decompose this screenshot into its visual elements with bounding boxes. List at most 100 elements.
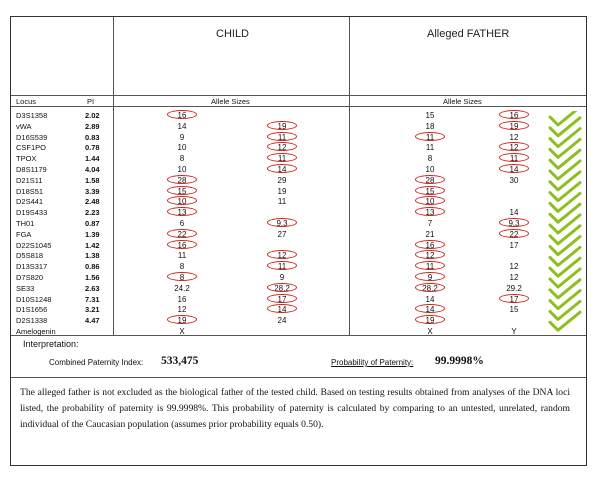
father-allele: 30 <box>509 175 519 185</box>
column-divider-right <box>349 17 350 335</box>
pop-value: 99.9998% <box>435 355 484 367</box>
check-icon <box>548 278 582 300</box>
paternity-index: 1.58 <box>85 175 100 185</box>
locus-name: SE33 <box>16 283 35 293</box>
paternity-index: 1.42 <box>85 240 100 250</box>
shared-allele-circle <box>167 207 197 217</box>
paternity-index: 4.04 <box>85 165 100 174</box>
father-allele: 12 <box>509 262 519 272</box>
paternity-index: 2.02 <box>85 111 100 120</box>
child-allele: 24.2 <box>174 283 190 293</box>
shared-allele-circle <box>499 153 529 163</box>
locus-name: D18S51 <box>16 186 44 196</box>
check-icon <box>548 310 582 332</box>
paternity-index: 2.48 <box>85 197 100 207</box>
locus-name: D5S818 <box>16 251 44 261</box>
check-icon <box>548 127 582 149</box>
check-icon <box>548 137 582 159</box>
paternity-index: 2.89 <box>85 121 100 131</box>
child-allele: 29 <box>277 175 287 185</box>
locus-name: D8S1179 <box>16 165 47 174</box>
locus-name: D1S1656 <box>16 305 48 315</box>
shared-allele-circle <box>267 164 297 173</box>
paternity-index: 0.87 <box>85 219 100 228</box>
pop-label: Probability of Paternity: <box>331 358 414 367</box>
interpretation-label: Interpretation: <box>23 339 79 349</box>
child-allele: 10 <box>177 143 187 153</box>
child-allele: 19 <box>277 186 287 196</box>
shared-allele-circle <box>267 250 297 260</box>
paternity-index: 1.56 <box>85 273 100 282</box>
locus-name: D7S820 <box>16 273 44 282</box>
paternity-index: 0.78 <box>85 143 100 153</box>
shared-allele-circle <box>167 315 197 325</box>
check-icon <box>548 267 582 289</box>
paternity-index: 2.23 <box>85 208 100 218</box>
locus-name: D3S1358 <box>16 111 48 120</box>
shared-allele-circle <box>267 153 297 163</box>
check-marks <box>548 111 582 332</box>
header-rule <box>11 95 586 96</box>
shared-allele-circle <box>267 131 297 141</box>
locus-name: CSF1PO <box>16 143 47 153</box>
shared-allele-circle <box>415 250 445 260</box>
child-allele: 8 <box>179 262 185 272</box>
shared-allele-circle <box>415 196 445 206</box>
father-allele: 15 <box>425 111 435 120</box>
shared-allele-circle <box>267 304 297 314</box>
shared-allele-circle <box>267 282 297 292</box>
locus-name: D13S317 <box>16 262 48 272</box>
check-icon <box>548 111 578 127</box>
shared-allele-circle <box>415 207 445 217</box>
shared-allele-circle <box>499 218 529 227</box>
shared-allele-circle <box>167 185 197 195</box>
check-icon <box>548 148 582 170</box>
locus-name: D16S539 <box>16 132 48 142</box>
father-allele: 29.2 <box>506 283 522 293</box>
cpi-value: 533,475 <box>161 355 199 367</box>
shared-allele-circle <box>499 293 529 303</box>
shared-allele-circle <box>167 272 197 281</box>
father-allele: 10 <box>425 165 435 174</box>
interpretation-rule <box>11 377 586 378</box>
shared-allele-circle <box>415 282 445 292</box>
paternity-index: 0.83 <box>85 132 100 142</box>
check-icon <box>548 245 582 267</box>
shared-allele-circle <box>415 131 445 141</box>
shared-allele-circle <box>267 120 297 130</box>
shared-allele-circle <box>167 196 197 206</box>
shared-allele-circle <box>499 228 529 238</box>
father-allele: 7 <box>427 219 433 228</box>
shared-allele-circle <box>167 174 197 184</box>
locus-name: D2S441 <box>16 197 44 207</box>
check-icon <box>548 181 582 203</box>
paternity-index: 1.39 <box>85 229 100 239</box>
child-allele: 9 <box>279 273 285 282</box>
locus-name: D2S1338 <box>16 316 48 326</box>
pi-header: PI <box>87 97 95 106</box>
check-icon <box>548 224 582 246</box>
father-allele: 17 <box>509 240 519 250</box>
father-allele: Y <box>511 327 517 336</box>
column-divider-left <box>113 17 114 335</box>
check-icon <box>548 289 582 311</box>
shared-allele-circle <box>267 218 297 227</box>
child-allele: 11 <box>177 251 187 261</box>
locus-name: D19S433 <box>16 208 48 218</box>
child-allele: 10 <box>177 165 187 174</box>
locus-name: FGA <box>16 229 32 239</box>
data-rule <box>11 335 586 336</box>
child-allele: 8 <box>179 154 185 164</box>
shared-allele-circle <box>415 272 445 281</box>
father-allele: 11 <box>425 143 435 153</box>
father-allele: 8 <box>427 154 433 164</box>
shared-allele-circle <box>499 164 529 173</box>
child-allele: X <box>179 327 185 336</box>
shared-allele-circle <box>267 261 297 271</box>
locus-header: Locus <box>16 97 37 106</box>
child-allele: 16 <box>177 294 187 304</box>
shared-allele-circle <box>267 293 297 303</box>
child-allele: 27 <box>277 229 287 239</box>
locus-name: Amelogenin <box>16 327 56 336</box>
paternity-index: 7.31 <box>85 294 100 304</box>
